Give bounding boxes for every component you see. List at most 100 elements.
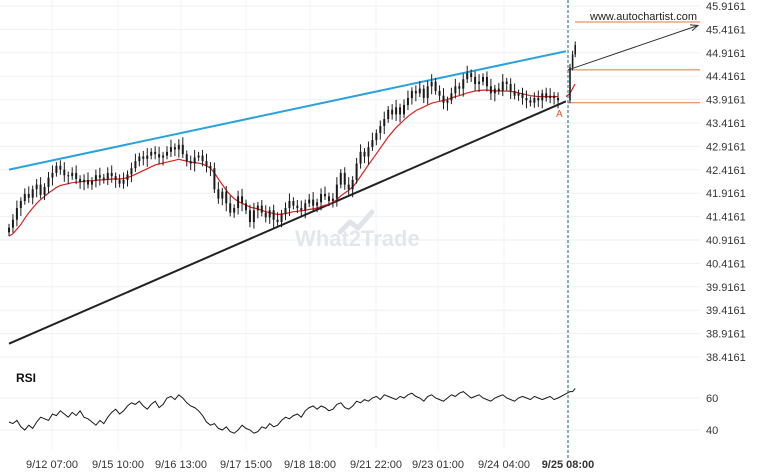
point-a-label: A [556, 109, 563, 120]
candle [177, 144, 180, 150]
candle [363, 151, 366, 157]
candle [130, 168, 133, 175]
candle [549, 95, 552, 99]
candle [557, 98, 560, 101]
price-tick-label: 42.4161 [706, 165, 746, 177]
candle [225, 191, 228, 204]
candle [201, 155, 204, 162]
candle [189, 161, 192, 164]
candle [497, 88, 500, 91]
candle [442, 95, 445, 103]
candle [98, 175, 101, 178]
candle [316, 202, 319, 206]
candle [221, 191, 224, 199]
candle [134, 161, 137, 169]
candle [122, 179, 125, 184]
candle [466, 73, 469, 80]
candle [248, 210, 251, 223]
candle [55, 165, 58, 173]
candle [438, 90, 441, 96]
price-tick-label: 44.9161 [706, 48, 746, 60]
candle [485, 76, 488, 87]
candle [256, 205, 259, 211]
price-tick-label: 38.9161 [706, 329, 746, 341]
candle [359, 151, 362, 164]
projection-arrow [567, 24, 700, 71]
candle [339, 172, 342, 185]
candle [90, 180, 93, 185]
candle [509, 83, 512, 91]
trendlines [8, 50, 567, 345]
candle [327, 196, 330, 201]
candle [106, 172, 109, 180]
candle [252, 210, 255, 223]
candle [371, 140, 374, 148]
horizontal-levels [568, 21, 700, 104]
candle [102, 177, 105, 180]
rsi-label: RSI [16, 371, 36, 385]
rsi-tick-label: 40 [706, 425, 718, 437]
candle [343, 172, 346, 185]
candle [387, 109, 390, 120]
candles [8, 41, 576, 237]
candle [197, 155, 200, 158]
candle [521, 93, 524, 99]
candle [241, 196, 244, 204]
candle [181, 144, 184, 155]
rsi-tick-label: 60 [706, 393, 718, 405]
rsi-axis: 60 40 [706, 393, 718, 437]
candle [185, 154, 188, 162]
time-tick-label: 9/12 07:00 [26, 459, 78, 471]
candle [379, 126, 382, 134]
price-tick-label: 41.4161 [706, 212, 746, 224]
candle [574, 45, 576, 55]
candle [63, 169, 66, 176]
moving-average-breakout [565, 83, 576, 98]
candle [284, 207, 287, 214]
candle [304, 203, 307, 211]
candle [296, 205, 299, 208]
candle [173, 147, 176, 150]
candle [67, 175, 70, 177]
candle [537, 98, 540, 101]
projection-arrowhead [689, 24, 700, 32]
candle [351, 179, 354, 190]
candle [166, 151, 168, 156]
candle [83, 179, 86, 183]
candle [268, 210, 271, 218]
candle [383, 119, 386, 127]
site-label: www.autochartist.com [589, 11, 697, 23]
candle [571, 54, 574, 68]
candle [375, 133, 378, 141]
candle [434, 81, 437, 91]
candle [426, 86, 429, 99]
candle [308, 199, 311, 204]
candle [414, 90, 417, 94]
candle [11, 219, 14, 228]
candle [312, 199, 315, 206]
price-tick-label: 45.9161 [706, 1, 746, 13]
candle [292, 200, 295, 206]
candle [331, 198, 334, 201]
candle [118, 179, 121, 184]
moving-average-line [8, 89, 559, 237]
candle [276, 219, 279, 223]
candle [146, 155, 149, 159]
candle [150, 151, 153, 156]
upper-trendline [8, 50, 567, 171]
lower-trendline [8, 100, 567, 345]
candle [454, 86, 457, 94]
candle [110, 172, 113, 177]
price-tick-label: 43.4161 [706, 118, 746, 130]
gridlines [0, 0, 700, 450]
candle [513, 90, 516, 96]
candle [94, 175, 97, 181]
candle [320, 193, 323, 203]
candle [324, 193, 326, 197]
price-axis: 45.9161 45.4161 44.9161 44.4161 43.9161 43.41… [706, 1, 746, 364]
candle [260, 205, 263, 213]
price-tick-label: 41.9161 [706, 188, 746, 200]
candle [142, 156, 145, 159]
candle [15, 207, 18, 220]
